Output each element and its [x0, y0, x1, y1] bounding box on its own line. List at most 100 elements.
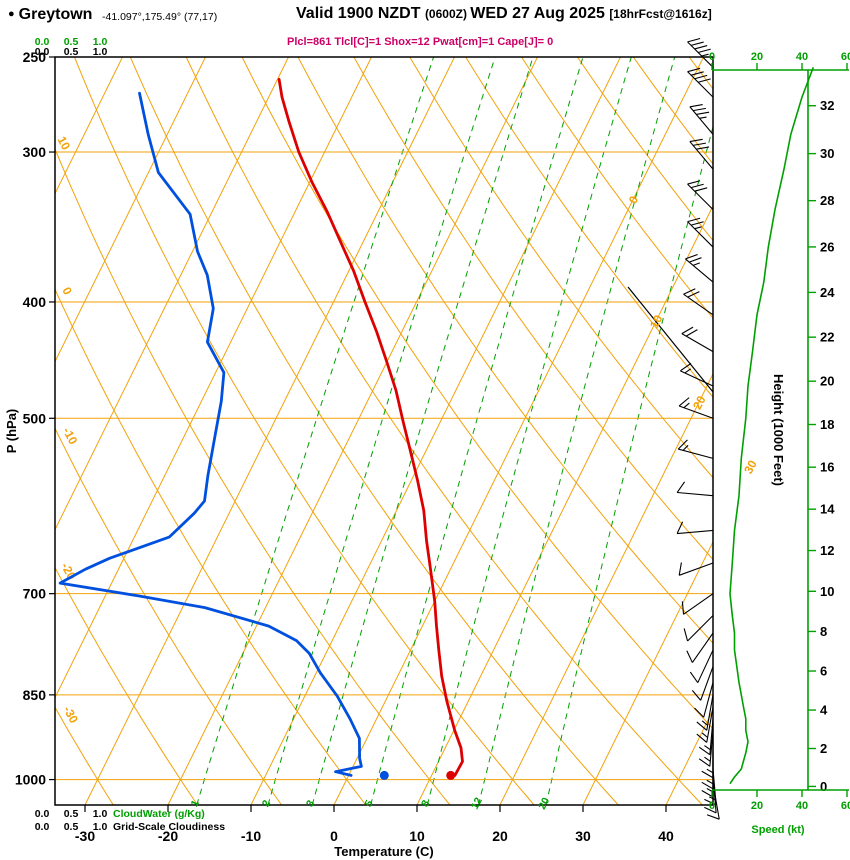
speed-axis-bottom: 0 20 40 60 Speed (kt): [709, 789, 850, 836]
svg-text:14: 14: [820, 502, 835, 517]
speed-axis-top: 0 20 40 60: [709, 51, 850, 71]
valid-time-prefix: Valid 1900 NZDT: [296, 5, 425, 22]
wind-barb: [696, 706, 714, 743]
svg-text:28: 28: [820, 193, 834, 208]
svg-text:300: 300: [23, 144, 47, 160]
svg-text:2: 2: [260, 798, 273, 809]
wind-barb: [680, 362, 714, 387]
wind-barb: [676, 481, 714, 497]
profiles: [58, 78, 464, 777]
height-axis-title: Height (1000 Feet): [771, 374, 786, 486]
valid-time-zulu: (0600Z): [424, 7, 471, 21]
svg-text:0.5: 0.5: [64, 46, 79, 58]
adiabat-labels: 100-10-20-30: [54, 134, 81, 726]
station-bullet-icon: ●: [8, 8, 15, 20]
svg-text:10: 10: [409, 828, 425, 844]
svg-text:10: 10: [54, 134, 73, 153]
svg-text:0: 0: [709, 51, 715, 63]
surface-temperature-dot: [446, 770, 456, 780]
wind-barb: [698, 730, 714, 767]
wind-barbs: [676, 37, 720, 820]
upper-right-boundary-line: [627, 286, 714, 393]
station-coords: -41.097°,175.49° (77,17): [102, 11, 218, 23]
svg-text:20: 20: [751, 800, 763, 812]
svg-text:0.0: 0.0: [35, 808, 50, 820]
svg-text:1.0: 1.0: [93, 821, 108, 833]
svg-text:22: 22: [820, 330, 834, 345]
cloud-scale-top: 0.00.0 0.50.5 1.01.0: [35, 36, 108, 58]
wind-barb: [685, 253, 714, 283]
svg-text:3: 3: [304, 798, 317, 809]
svg-text:30: 30: [741, 458, 760, 477]
svg-text:60: 60: [841, 51, 850, 63]
svg-text:0.0: 0.0: [35, 46, 50, 58]
svg-text:20: 20: [820, 374, 834, 389]
wind-barb: [676, 521, 714, 535]
wind-barb: [689, 103, 714, 135]
wind-barb: [691, 666, 714, 701]
svg-text:0.5: 0.5: [64, 36, 79, 48]
wind-barb: [687, 37, 714, 68]
svg-text:10: 10: [820, 584, 834, 599]
svg-text:20: 20: [751, 51, 763, 63]
isotherms: [55, 57, 713, 805]
station-title: ● Greytown: [8, 6, 92, 24]
svg-text:6: 6: [820, 664, 827, 679]
svg-text:0: 0: [626, 193, 642, 206]
wind-barb: [701, 752, 714, 790]
pressure-gridlines: [55, 151, 713, 781]
svg-text:60: 60: [841, 800, 850, 812]
svg-text:1.0: 1.0: [93, 808, 108, 820]
svg-text:20: 20: [690, 393, 709, 412]
svg-text:10: 10: [647, 312, 666, 331]
dewpoint-curve: [58, 91, 363, 777]
svg-text:5: 5: [362, 798, 375, 809]
temperature-axis-labels: -30 -20 -10 0 10 20 30 40 Temperature (C): [75, 805, 674, 859]
wind-speed-curve: [729, 67, 815, 785]
speed-axis-title: Speed (kt): [751, 824, 805, 836]
svg-text:0: 0: [820, 779, 827, 794]
svg-text:850: 850: [23, 687, 47, 703]
svg-text:400: 400: [23, 294, 47, 310]
dry-adiabats: [55, 57, 713, 805]
svg-text:1.0: 1.0: [93, 36, 108, 48]
svg-text:250: 250: [23, 49, 47, 65]
svg-text:8: 8: [419, 798, 432, 809]
temperature-curve: [277, 78, 464, 777]
pressure-axis-title: P (hPa): [4, 409, 19, 454]
svg-text:40: 40: [796, 800, 808, 812]
svg-text:16: 16: [820, 460, 834, 475]
isotherm-labels: 0 10 20 30: [626, 193, 760, 476]
wind-barb: [687, 180, 714, 210]
wind-barb: [683, 288, 714, 316]
svg-text:1: 1: [189, 798, 202, 809]
svg-text:24: 24: [820, 285, 835, 300]
stability-params: Plcl=861 Tlcl[C]=1 Shox=12 Pwat[cm]=1 Ca…: [287, 36, 554, 48]
svg-text:12: 12: [469, 795, 485, 811]
svg-text:20: 20: [536, 795, 552, 811]
svg-text:30: 30: [820, 146, 834, 161]
wind-barb: [689, 649, 714, 684]
pressure-axis-labels: 250 300 400 500 700 850 1000 P (hPa): [4, 49, 55, 788]
cloudiness-label: Grid-Scale Cloudiness: [113, 821, 225, 833]
forecast-tag: [18hrFcst@1616z]: [609, 7, 712, 21]
svg-text:0: 0: [59, 285, 75, 298]
svg-text:40: 40: [658, 828, 674, 844]
valid-time-date: WED 27 Aug 2025: [470, 5, 610, 22]
svg-text:1000: 1000: [15, 772, 46, 788]
wind-barb: [677, 439, 714, 459]
wind-barb: [686, 632, 714, 663]
mixing-ratio-labels: 1 2 3 5 8 12 20: [189, 795, 553, 811]
temperature-axis-title: Temperature (C): [334, 844, 433, 859]
svg-text:-30: -30: [75, 828, 95, 844]
wind-barb: [678, 562, 714, 576]
cloud-scale-bottom: 0.00.0 0.50.5 1.01.0 CloudWater (g/Kg)Grid-…: [35, 808, 225, 833]
wind-barb: [687, 67, 714, 98]
valid-time-title: Valid 1900 NZDT (0600Z) WED 27 Aug 2025 …: [296, 5, 712, 23]
mixing-ratio-lines: [196, 57, 713, 805]
wind-barb: [681, 326, 714, 353]
svg-text:20: 20: [492, 828, 508, 844]
wind-barb: [696, 694, 714, 731]
